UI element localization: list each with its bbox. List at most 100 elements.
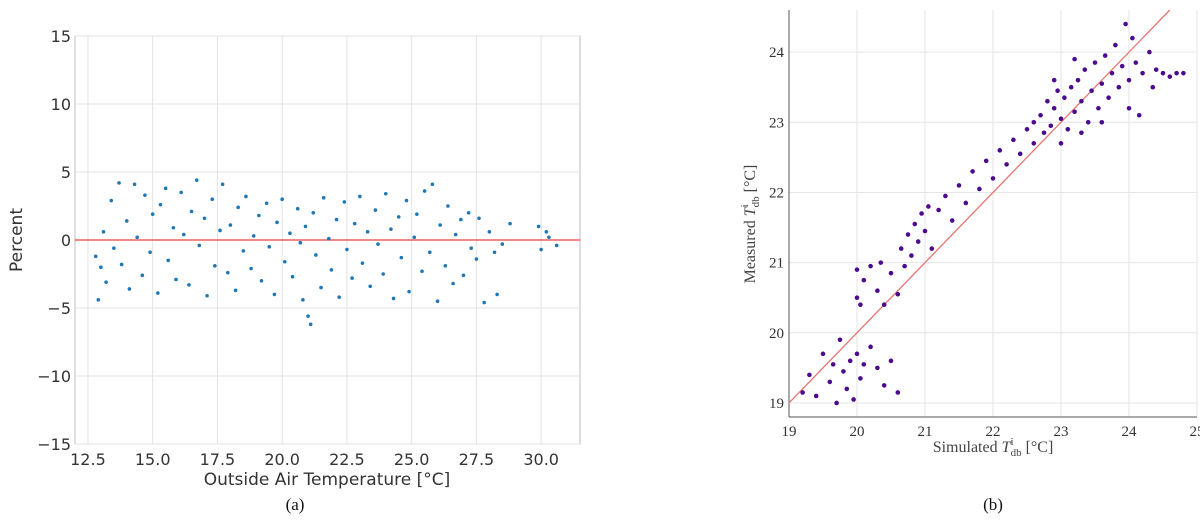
data-point xyxy=(202,216,207,221)
data-point xyxy=(1072,109,1077,115)
data-point xyxy=(1065,126,1071,132)
data-point xyxy=(93,254,98,259)
data-point xyxy=(1113,42,1118,48)
data-point xyxy=(1099,81,1105,86)
data-point xyxy=(181,232,186,237)
data-point xyxy=(272,292,277,297)
data-point xyxy=(820,351,826,357)
data-point xyxy=(1167,74,1173,79)
data-point xyxy=(412,235,417,240)
data-point xyxy=(912,221,918,227)
data-point xyxy=(926,204,931,209)
data-point xyxy=(303,224,308,229)
data-point xyxy=(539,247,543,252)
y-tick-label: 15 xyxy=(51,27,71,46)
data-point xyxy=(189,209,194,214)
data-point xyxy=(360,261,365,265)
data-point xyxy=(376,242,380,246)
y-ticks-a: −15 −10 −5 0 5 10 15 xyxy=(37,27,71,454)
data-point xyxy=(422,189,427,193)
data-point xyxy=(329,268,334,272)
data-point xyxy=(314,253,318,257)
data-point xyxy=(251,234,256,238)
data-point xyxy=(179,190,183,195)
data-point xyxy=(373,208,378,212)
data-point xyxy=(257,213,261,218)
data-point xyxy=(554,243,559,248)
data-point xyxy=(1051,105,1057,111)
data-point xyxy=(174,277,178,282)
data-point xyxy=(1085,119,1091,125)
panel-a: 12.5 15.0 17.5 20.0 22.5 25.0 27.5 30.0 −15−10−… xyxy=(7,27,581,514)
data-point xyxy=(1147,49,1152,55)
data-point xyxy=(156,291,160,295)
data-point xyxy=(1079,130,1084,136)
data-point xyxy=(844,386,850,392)
data-point xyxy=(858,376,863,381)
data-point xyxy=(1106,95,1111,101)
data-point xyxy=(949,218,955,223)
data-point xyxy=(197,243,202,248)
data-point xyxy=(350,276,354,280)
data-point xyxy=(96,298,101,302)
data-point xyxy=(1068,84,1074,90)
data-point xyxy=(936,207,941,213)
data-point xyxy=(482,300,486,305)
data-point xyxy=(888,358,894,364)
data-point xyxy=(166,258,171,263)
y-tick-label: 5 xyxy=(61,163,71,182)
data-point xyxy=(847,358,853,364)
y-tick-label: 0 xyxy=(61,231,71,250)
data-point xyxy=(837,337,843,343)
data-point xyxy=(1011,137,1016,143)
data-point xyxy=(337,295,341,299)
data-point xyxy=(194,178,199,182)
data-point xyxy=(919,211,924,216)
data-point xyxy=(807,372,812,378)
reference-line-b xyxy=(788,9,1171,404)
data-point xyxy=(875,288,880,293)
data-point xyxy=(148,250,152,255)
x-tick-label: 23 xyxy=(1054,424,1069,440)
data-point xyxy=(858,302,863,308)
scatter-points-a xyxy=(93,178,559,327)
data-point xyxy=(275,220,279,225)
data-point xyxy=(1140,70,1145,76)
data-point xyxy=(228,223,233,227)
data-point xyxy=(225,270,230,275)
data-point xyxy=(895,291,901,297)
x-tick-label: 20.0 xyxy=(264,450,300,469)
y-tick-label: 20 xyxy=(769,326,784,342)
data-point xyxy=(1079,98,1084,104)
data-point xyxy=(990,176,996,181)
data-point xyxy=(1099,119,1105,125)
identity-line xyxy=(788,9,1171,404)
data-point xyxy=(983,158,989,164)
y-tick-label: 22 xyxy=(769,185,784,201)
data-point xyxy=(905,232,911,237)
data-point xyxy=(127,287,132,291)
data-point xyxy=(868,344,873,350)
data-point xyxy=(1045,98,1050,104)
data-point xyxy=(898,246,904,251)
data-point xyxy=(311,211,316,215)
x-tick-label: 20 xyxy=(850,424,865,440)
data-point xyxy=(1024,126,1030,132)
data-point xyxy=(1031,119,1037,125)
data-point xyxy=(244,194,248,199)
data-point xyxy=(1136,112,1142,118)
x-ticks-a: 12.5 15.0 17.5 20.0 22.5 25.0 27.5 30.0 xyxy=(70,450,559,469)
data-point xyxy=(1174,70,1179,76)
data-point xyxy=(220,182,225,187)
data-point xyxy=(415,212,419,216)
data-point xyxy=(236,205,240,210)
data-point xyxy=(1062,95,1067,101)
x-ticks-b: 19 20 21 22 23 24 25 xyxy=(782,424,1200,440)
data-point xyxy=(290,274,295,279)
data-point xyxy=(1051,77,1057,83)
data-point xyxy=(399,255,404,260)
data-point xyxy=(381,272,385,276)
data-point xyxy=(298,240,303,245)
data-point xyxy=(435,299,440,304)
